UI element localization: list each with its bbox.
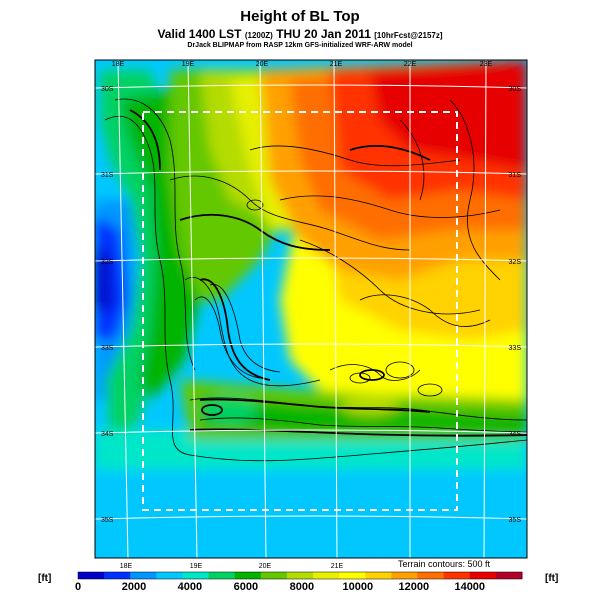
colorbar-tick-6000: 6000 xyxy=(233,581,259,593)
map-title: Height of BL Top xyxy=(240,8,360,25)
colorbar-swatch xyxy=(365,572,392,579)
colorbar-swatch xyxy=(260,572,288,579)
valid-date: THU 20 Jan 2011 xyxy=(276,27,371,41)
lat-label-right-35S: 35S xyxy=(509,517,522,524)
colorbar-swatch xyxy=(78,572,105,579)
colorbar-swatch xyxy=(313,572,340,579)
colorbar-swatch xyxy=(417,572,445,579)
lon-label-top-18E: 18E xyxy=(112,61,125,68)
lat-label-right-31S: 31S xyxy=(509,172,522,179)
colorbar-tick-8000: 8000 xyxy=(289,581,315,593)
colorbar-outline xyxy=(77,571,523,580)
lat-label-left-35S: 35S xyxy=(101,517,114,524)
valid-time-main: Valid 1400 LST xyxy=(157,27,242,41)
colorbar-swatch xyxy=(286,572,314,579)
forecast-info: [10hrFcst@2157z] xyxy=(374,31,443,40)
terrain-contours-major xyxy=(129,109,527,437)
colorbar-swatch xyxy=(339,572,366,579)
map-frame xyxy=(94,59,528,559)
bl-height-field xyxy=(95,60,527,558)
lat-label-right-34S: 34S xyxy=(509,431,522,438)
colorbar-swatch xyxy=(104,572,131,579)
lon-label-bottom-21E: 21E xyxy=(331,563,344,570)
lon-label-top-23E: 23E xyxy=(480,61,493,68)
lat-label-left-34S: 34S xyxy=(101,431,114,438)
colorbar-tick-4000: 4000 xyxy=(177,581,203,593)
inner-domain-boundary xyxy=(142,111,458,511)
lon-label-top-20E: 20E xyxy=(256,61,269,68)
grid-labels: 18E 19E 20E 21E 22E 23E 18E 19E 20E 21E 30S 31S 32S 3… xyxy=(101,61,521,570)
lon-label-top-21E: 21E xyxy=(330,61,343,68)
lat-label-right-30S: 30S xyxy=(509,86,522,93)
colorbar-tick-0: 0 xyxy=(74,581,82,593)
utc-time: (1200Z) xyxy=(244,31,273,40)
valid-time-subtitle: Valid 1400 LST (1200Z) THU 20 Jan 2011 [… xyxy=(0,27,600,41)
colorbar-tick-2000: 2000 xyxy=(121,581,147,593)
colorbar-swatch xyxy=(443,572,471,579)
colorbar-unit-right: [ft] xyxy=(545,573,559,584)
colorbar-unit-left: [ft] xyxy=(38,573,52,584)
colorbar-swatch xyxy=(469,572,497,579)
colorbar-swatch xyxy=(391,572,419,579)
colorbar-swatch xyxy=(182,572,210,579)
lat-lon-grid xyxy=(95,60,527,558)
colorbar-swatch xyxy=(130,572,157,579)
lat-label-left-33S: 33S xyxy=(101,345,114,352)
colorbar-swatch xyxy=(156,572,183,579)
model-credit: DrJack BLIPMAP from RASP 12km GFS-initia… xyxy=(187,42,413,49)
lon-label-top-19E: 19E xyxy=(182,61,195,68)
lon-label-top-22E: 22E xyxy=(404,61,417,68)
colorbar-swatch xyxy=(495,572,523,579)
lon-label-bottom-18E: 18E xyxy=(120,563,133,570)
terrain-contours-note: Terrain contours: 500 ft xyxy=(398,559,491,569)
lon-label-bottom-20E: 20E xyxy=(259,563,272,570)
colorbar-tick-12000: 12000 xyxy=(398,581,430,593)
lat-label-left-31S: 31S xyxy=(101,172,114,179)
lat-label-right-32S: 32S xyxy=(509,259,522,266)
lat-label-right-33S: 33S xyxy=(509,345,522,352)
colorbar-tick-14000: 14000 xyxy=(454,581,486,593)
colorbar-swatch xyxy=(208,572,236,579)
colorbar xyxy=(77,571,523,580)
terrain-contours xyxy=(104,98,527,462)
colorbar-tick-10000: 10000 xyxy=(342,581,374,593)
lat-label-left-30S: 30S xyxy=(101,86,114,93)
lon-label-bottom-19E: 19E xyxy=(190,563,203,570)
lat-label-left-32S: 32S xyxy=(101,259,114,266)
colorbar-swatch xyxy=(234,572,262,579)
